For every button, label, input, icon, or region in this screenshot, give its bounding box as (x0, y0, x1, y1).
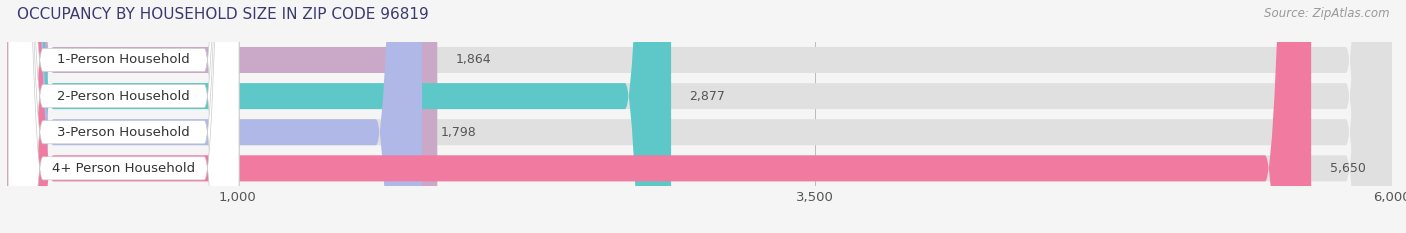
FancyBboxPatch shape (7, 0, 422, 233)
FancyBboxPatch shape (8, 0, 239, 233)
Text: Source: ZipAtlas.com: Source: ZipAtlas.com (1264, 7, 1389, 20)
Text: OCCUPANCY BY HOUSEHOLD SIZE IN ZIP CODE 96819: OCCUPANCY BY HOUSEHOLD SIZE IN ZIP CODE … (17, 7, 429, 22)
FancyBboxPatch shape (7, 0, 1392, 233)
FancyBboxPatch shape (7, 0, 1392, 233)
FancyBboxPatch shape (8, 0, 239, 233)
FancyBboxPatch shape (7, 0, 1312, 233)
FancyBboxPatch shape (7, 0, 671, 233)
FancyBboxPatch shape (7, 0, 1392, 233)
FancyBboxPatch shape (7, 0, 1392, 233)
Text: 5,650: 5,650 (1330, 162, 1365, 175)
FancyBboxPatch shape (8, 0, 239, 233)
Text: 4+ Person Household: 4+ Person Household (52, 162, 195, 175)
Text: 1,798: 1,798 (440, 126, 477, 139)
Text: 2-Person Household: 2-Person Household (58, 90, 190, 103)
FancyBboxPatch shape (8, 0, 239, 233)
Text: 2,877: 2,877 (689, 90, 725, 103)
Text: 3-Person Household: 3-Person Household (58, 126, 190, 139)
Text: 1-Person Household: 1-Person Household (58, 54, 190, 66)
Text: 1,864: 1,864 (456, 54, 491, 66)
FancyBboxPatch shape (7, 0, 437, 233)
